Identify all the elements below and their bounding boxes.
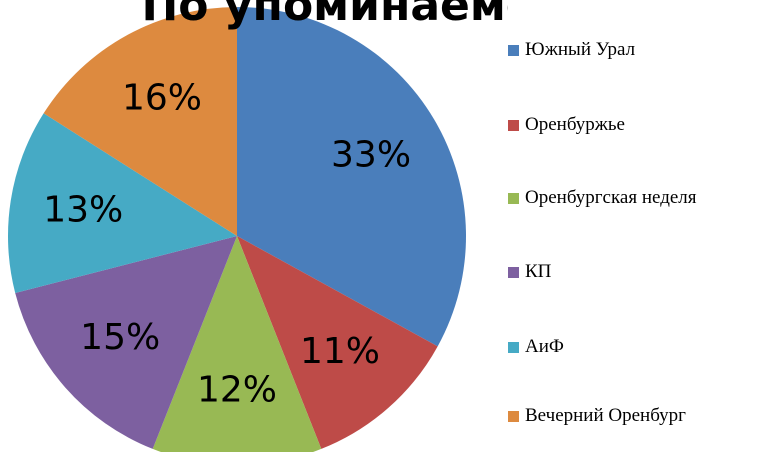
data-label: 12% xyxy=(197,370,277,411)
pie-slice xyxy=(15,236,237,449)
legend-label: Оренбуржье xyxy=(525,114,625,135)
legend-swatch xyxy=(508,193,519,204)
legend-label: Оренбургская неделя xyxy=(525,187,697,208)
legend-item: Оренбургская неделя xyxy=(508,186,715,210)
legend-swatch xyxy=(508,342,519,353)
data-label: 15% xyxy=(80,317,160,358)
legend-item: Оренбуржье xyxy=(508,113,765,137)
data-label: 33% xyxy=(331,135,411,176)
legend: Южный Урал Оренбуржье Оренбургская неделя К… xyxy=(508,0,770,452)
legend-label: КП xyxy=(525,261,552,282)
data-label: 16% xyxy=(122,78,202,119)
legend-swatch xyxy=(508,45,519,56)
legend-label: АиФ xyxy=(525,336,564,357)
legend-item: Вечерний Оренбург xyxy=(508,404,765,428)
data-label: 11% xyxy=(300,331,380,372)
data-label: 13% xyxy=(43,190,123,231)
pie-slice xyxy=(237,236,438,449)
legend-item: АиФ xyxy=(508,335,765,359)
legend-label: Южный Урал xyxy=(525,39,636,60)
legend-item: КП xyxy=(508,260,765,284)
chart: 33% 11% 12% 15% 13% 16% По упоминаемости xyxy=(8,0,508,452)
chart-title: По упоминаемости xyxy=(141,0,508,31)
pie-slice xyxy=(8,113,237,293)
pie-slice xyxy=(43,7,237,236)
pie-slice xyxy=(152,236,322,452)
legend-swatch xyxy=(508,120,519,131)
legend-item: Южный Урал xyxy=(508,38,765,62)
pie-slice xyxy=(237,7,467,347)
legend-swatch xyxy=(508,267,519,278)
legend-label: Вечерний Оренбург xyxy=(525,405,686,426)
legend-swatch xyxy=(508,411,519,422)
